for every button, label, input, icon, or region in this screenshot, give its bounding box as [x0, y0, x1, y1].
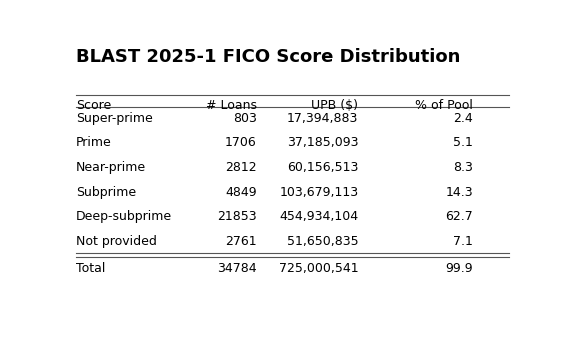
Text: BLAST 2025-1 FICO Score Distribution: BLAST 2025-1 FICO Score Distribution	[76, 48, 460, 66]
Text: 14.3: 14.3	[446, 186, 473, 199]
Text: 2812: 2812	[225, 161, 256, 174]
Text: Near-prime: Near-prime	[76, 161, 146, 174]
Text: Not provided: Not provided	[76, 235, 157, 248]
Text: 4849: 4849	[225, 186, 256, 199]
Text: 60,156,513: 60,156,513	[287, 161, 359, 174]
Text: 2.4: 2.4	[454, 112, 473, 125]
Text: 5.1: 5.1	[453, 136, 473, 149]
Text: 454,934,104: 454,934,104	[279, 210, 359, 223]
Text: Score: Score	[76, 99, 111, 112]
Text: UPB ($): UPB ($)	[311, 99, 359, 112]
Text: 21853: 21853	[217, 210, 256, 223]
Text: 803: 803	[233, 112, 256, 125]
Text: 103,679,113: 103,679,113	[279, 186, 359, 199]
Text: 34784: 34784	[217, 262, 256, 275]
Text: 99.9: 99.9	[446, 262, 473, 275]
Text: Subprime: Subprime	[76, 186, 136, 199]
Text: Total: Total	[76, 262, 105, 275]
Text: 62.7: 62.7	[446, 210, 473, 223]
Text: Deep-subprime: Deep-subprime	[76, 210, 172, 223]
Text: Super-prime: Super-prime	[76, 112, 152, 125]
Text: 725,000,541: 725,000,541	[279, 262, 359, 275]
Text: 7.1: 7.1	[453, 235, 473, 248]
Text: 37,185,093: 37,185,093	[287, 136, 359, 149]
Text: % of Pool: % of Pool	[416, 99, 473, 112]
Text: 8.3: 8.3	[453, 161, 473, 174]
Text: 17,394,883: 17,394,883	[287, 112, 359, 125]
Text: Prime: Prime	[76, 136, 111, 149]
Text: 51,650,835: 51,650,835	[287, 235, 359, 248]
Text: # Loans: # Loans	[206, 99, 256, 112]
Text: 1706: 1706	[225, 136, 256, 149]
Text: 2761: 2761	[225, 235, 256, 248]
